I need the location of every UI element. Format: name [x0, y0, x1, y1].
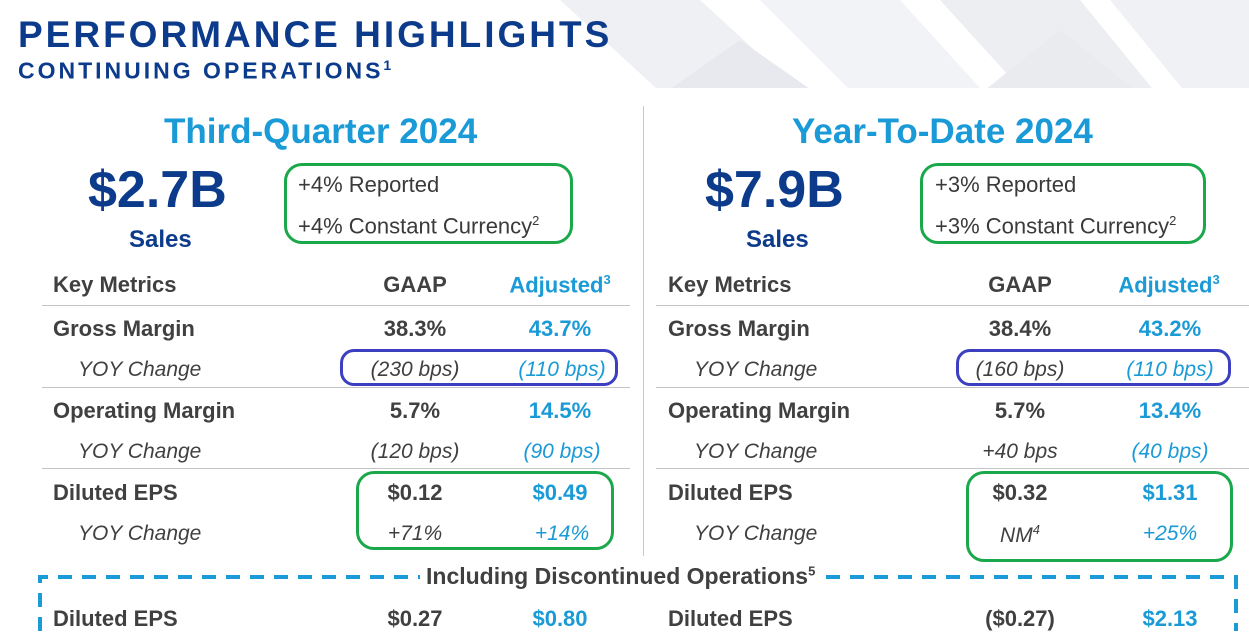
row-separator: [42, 387, 630, 388]
highlight-oval: [356, 471, 614, 550]
key-metrics-header: Key Metrics: [668, 272, 792, 297]
constant-currency-growth: +4% Constant Currency2: [298, 213, 540, 239]
adjusted-value: (40 bps): [1131, 440, 1209, 463]
gaap-value: (230 bps): [370, 358, 460, 381]
column-divider: [643, 106, 644, 556]
gaap-value: $0.27: [387, 606, 443, 631]
gaap-value: +71%: [387, 522, 443, 545]
gaap-value: +40 bps: [982, 440, 1058, 463]
gaap-value: $0.12: [387, 480, 443, 505]
metric-label: Gross Margin: [668, 316, 810, 341]
metric-label: Gross Margin: [53, 316, 195, 341]
reported-growth: +4% Reported: [298, 172, 440, 197]
adjusted-value: 43.7%: [528, 316, 592, 341]
metric-label: Diluted EPS: [53, 606, 178, 631]
yoy-label: YOY Change: [78, 522, 202, 545]
metric-label: Diluted EPS: [668, 606, 793, 631]
adjusted-value: +25%: [1142, 522, 1198, 545]
sales-label: Sales: [129, 226, 192, 253]
page-subtitle: CONTINUING OPERATIONS1: [18, 57, 392, 84]
gaap-value: (120 bps): [370, 440, 460, 463]
discontinued-heading: Including Discontinued Operations5: [420, 563, 822, 590]
yoy-label: YOY Change: [694, 522, 818, 545]
gaap-value: NM4: [1000, 522, 1040, 547]
sales-value: $7.9B: [705, 161, 844, 219]
gaap-value: $0.32: [992, 480, 1048, 505]
highlight-oval: [284, 163, 573, 244]
highlight-oval: [920, 163, 1206, 244]
gaap-value: (160 bps): [975, 358, 1065, 381]
gaap-value: 38.3%: [383, 316, 447, 341]
sales-value: $2.7B: [88, 161, 227, 219]
adjusted-value: 13.4%: [1138, 398, 1202, 423]
adjusted-value: $0.49: [532, 480, 588, 505]
footnote-marker: 1: [383, 57, 392, 73]
highlight-oval: [340, 349, 618, 386]
metric-label: Operating Margin: [668, 398, 851, 423]
gaap-header: GAAP: [383, 272, 447, 297]
highlight-oval: [966, 471, 1233, 562]
gaap-value: ($0.27): [985, 606, 1055, 631]
row-separator: [656, 387, 1249, 388]
adjusted-value: +14%: [534, 522, 590, 545]
gaap-value: 38.4%: [988, 316, 1052, 341]
adjusted-value: (90 bps): [523, 440, 601, 463]
adjusted-value: 14.5%: [528, 398, 592, 423]
adjusted-header: Adjusted3: [1118, 272, 1220, 298]
adjusted-header: Adjusted3: [509, 272, 611, 298]
row-separator: [656, 305, 1249, 306]
highlight-oval: [956, 349, 1231, 386]
adjusted-value: 43.2%: [1138, 316, 1202, 341]
yoy-label: YOY Change: [78, 358, 202, 381]
row-separator: [656, 468, 1249, 469]
yoy-label: YOY Change: [78, 440, 202, 463]
adjusted-value: $2.13: [1142, 606, 1198, 631]
metric-label: Operating Margin: [53, 398, 236, 423]
row-separator: [42, 305, 630, 306]
reported-growth: +3% Reported: [935, 172, 1077, 197]
page-title: PERFORMANCE HIGHLIGHTS: [18, 14, 613, 55]
adjusted-value: (110 bps): [518, 358, 606, 381]
metric-label: Diluted EPS: [668, 480, 793, 505]
adjusted-value: $1.31: [1142, 480, 1198, 505]
gaap-header: GAAP: [988, 272, 1052, 297]
adjusted-value: $0.80: [532, 606, 588, 631]
metric-label: Diluted EPS: [53, 480, 178, 505]
section-title-quarter: Third-Quarter 2024: [164, 112, 478, 151]
yoy-label: YOY Change: [694, 358, 818, 381]
gaap-value: 5.7%: [389, 398, 441, 423]
key-metrics-header: Key Metrics: [53, 272, 177, 297]
yoy-label: YOY Change: [694, 440, 818, 463]
section-title-ytd: Year-To-Date 2024: [792, 112, 1093, 151]
row-separator: [42, 468, 630, 469]
sales-label: Sales: [746, 226, 809, 253]
constant-currency-growth: +3% Constant Currency2: [935, 213, 1177, 239]
adjusted-value: (110 bps): [1126, 358, 1214, 381]
gaap-value: 5.7%: [994, 398, 1046, 423]
